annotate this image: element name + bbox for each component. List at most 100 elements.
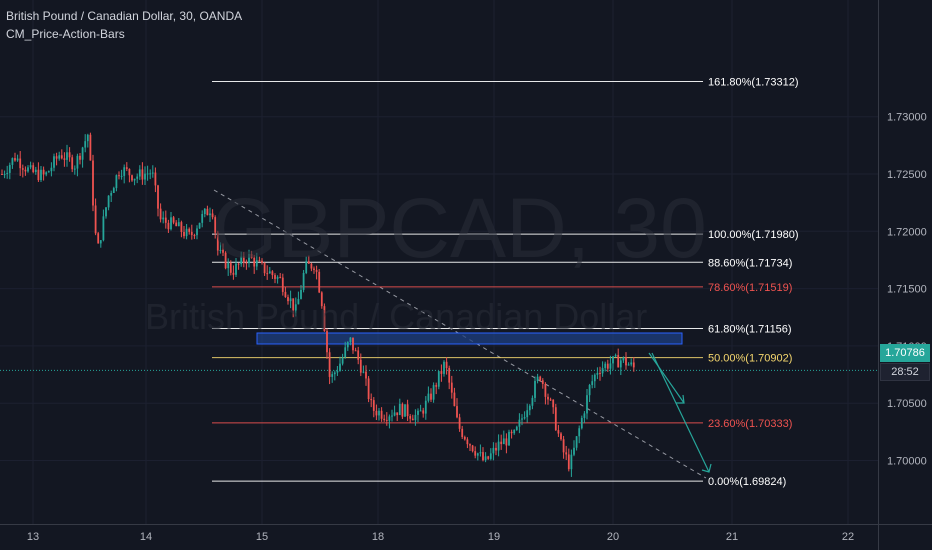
candle-body [297, 298, 300, 305]
candle-body [110, 192, 113, 196]
candle-body [232, 272, 235, 275]
candle-body [622, 357, 625, 361]
candle-body [370, 399, 373, 401]
resistance-zone[interactable] [256, 332, 683, 345]
candle-body [123, 167, 126, 176]
candle-body [375, 410, 378, 416]
candle-body [224, 252, 227, 269]
candle-body [1, 174, 3, 175]
candle-body [125, 167, 128, 169]
fib-level-label: 88.60%(1.71734) [708, 257, 792, 269]
candle-body [6, 172, 9, 175]
candle-body [154, 172, 157, 186]
time-tick: 19 [488, 531, 500, 543]
watermark-name: British Pound / Canadian Dollar [145, 296, 648, 337]
time-tick: 18 [372, 531, 384, 543]
candle-body [547, 396, 549, 400]
candle-body [201, 213, 204, 223]
candle-body [310, 263, 313, 269]
candle-body [352, 337, 354, 351]
candle-body [105, 207, 107, 217]
trendline[interactable] [213, 189, 707, 479]
time-tick: 14 [140, 531, 152, 543]
candle-body [99, 240, 102, 244]
candle-body [484, 456, 487, 461]
candle-body [14, 158, 16, 161]
candle-body [118, 175, 120, 177]
candle-body [266, 273, 269, 275]
candle-body [515, 426, 518, 430]
watermark-symbol: GBPCAD, 30 [212, 181, 707, 275]
candle-body [401, 403, 404, 417]
candle-body [508, 431, 510, 446]
candle-body [604, 363, 607, 368]
candle-body [16, 158, 19, 161]
candle-body [287, 297, 289, 302]
fibonacci-retracement[interactable]: 161.80%(1.73312) 100.00%(1.71980) 88.60%(1… [212, 76, 799, 488]
price-tick: 1.72000 [887, 226, 927, 238]
candle-body [583, 413, 586, 418]
candle-body [560, 433, 562, 440]
candle-body [27, 167, 29, 172]
chart-title[interactable]: British Pound / Canadian Dollar, 30, OAN… [6, 9, 243, 23]
candle-body [193, 235, 196, 237]
candle-body [258, 260, 261, 262]
candle-body [391, 415, 393, 417]
price-tick: 1.70000 [887, 456, 927, 468]
candle-body [544, 383, 547, 397]
candle-body [235, 263, 237, 275]
candle-body [461, 428, 464, 437]
candle-body [414, 414, 417, 421]
candle-body [443, 361, 445, 374]
time-tick: 20 [607, 531, 619, 543]
projection-arrows[interactable] [648, 352, 712, 473]
candle-body [549, 399, 552, 401]
candle-body [240, 256, 243, 265]
candle-body [344, 347, 347, 358]
candle-body [305, 261, 308, 273]
time-tick: 21 [726, 531, 738, 543]
price-tick: 1.72500 [887, 169, 927, 181]
candle-body [73, 168, 76, 170]
candle-body [268, 271, 271, 274]
candle-body [107, 195, 110, 208]
candle-body [229, 263, 232, 273]
arrow-head-icon [676, 394, 685, 404]
projection-arrow-long[interactable] [651, 352, 710, 473]
candle-body [380, 410, 383, 419]
candle-body [209, 213, 211, 216]
candle-body [219, 249, 222, 251]
candle-body [323, 306, 326, 332]
dashed-trendline[interactable] [213, 189, 707, 479]
candle-body [474, 451, 477, 456]
fib-level-label: 50.00%(1.70902) [708, 353, 792, 365]
indicator-label[interactable]: CM_Price-Action-Bars [6, 27, 125, 41]
fib-level-label: 23.60%(1.70333) [708, 418, 792, 430]
candle-body [45, 172, 48, 175]
candle-body [404, 404, 406, 417]
candle-body [172, 217, 175, 223]
candle-body [97, 233, 100, 244]
candle-body [131, 175, 133, 181]
highlight-rectangle[interactable] [256, 332, 683, 345]
candle-body [47, 171, 50, 173]
candle-body [141, 169, 144, 180]
candle-body [523, 417, 526, 419]
candle-body [372, 400, 375, 411]
candle-body [495, 447, 497, 451]
time-tick: 22 [842, 531, 854, 543]
candle-body [112, 188, 115, 193]
candle-body [50, 167, 53, 172]
candle-body [81, 147, 84, 160]
candle-body [487, 456, 490, 459]
candle-body [526, 410, 529, 418]
projection-arrow-short[interactable] [648, 352, 685, 404]
candle-body [606, 363, 609, 369]
candle-body [614, 354, 617, 357]
candle-body [580, 417, 583, 429]
candle-body [227, 263, 230, 269]
candle-body [318, 271, 321, 293]
candle-body [242, 256, 245, 263]
